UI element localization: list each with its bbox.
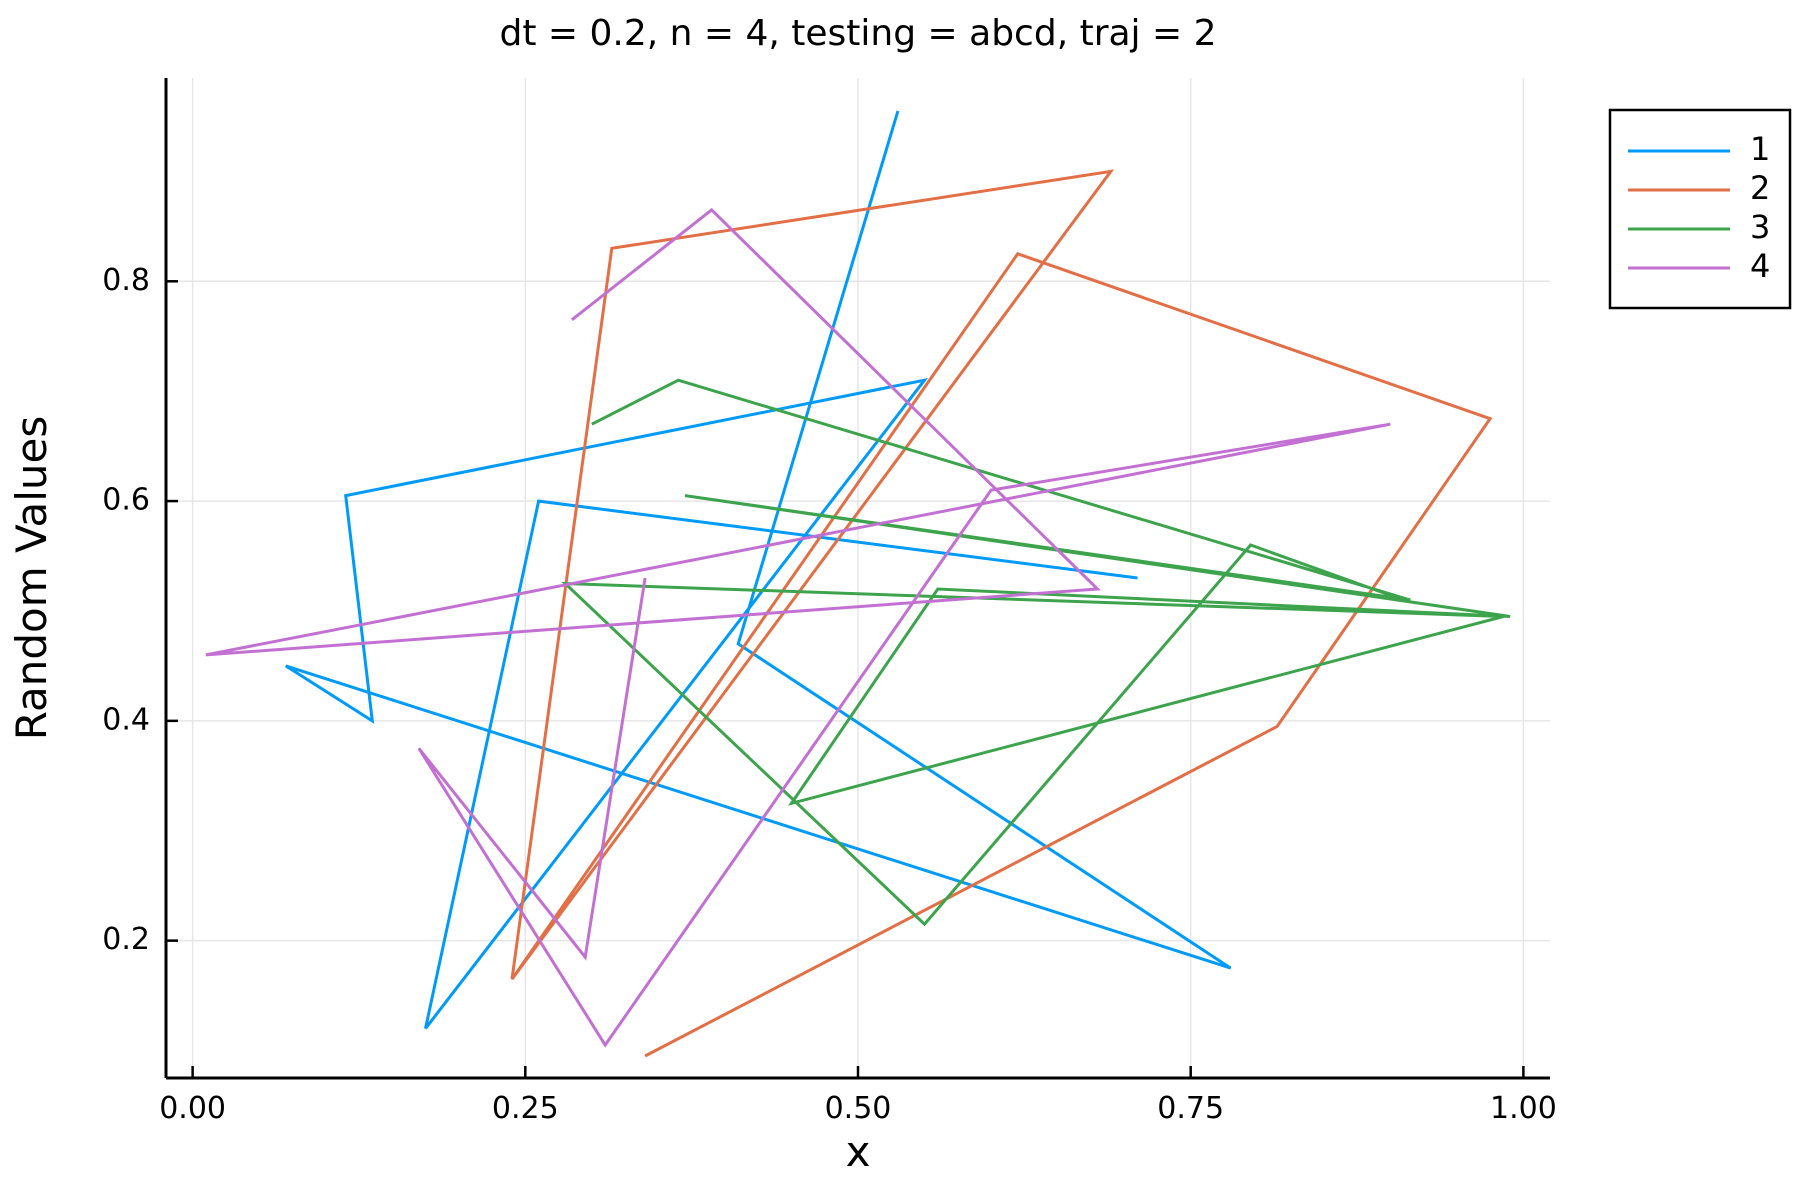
x-tick-label-3: 0.75	[1157, 1091, 1224, 1126]
series-layer	[205, 110, 1511, 1058]
x-tick-label-0: 0.00	[159, 1091, 226, 1126]
legend-label-2: 2	[1750, 169, 1770, 207]
legend-box	[1608, 108, 1792, 310]
series-line-1	[284, 110, 1232, 1030]
legend-label-3: 3	[1750, 208, 1770, 246]
x-tick-label-4: 1.00	[1490, 1091, 1557, 1126]
y-axis-label: Random Values	[7, 416, 56, 740]
y-tick-label-2: 0.6	[102, 483, 150, 518]
y-tick-label-3: 0.8	[102, 263, 150, 298]
series-line-2	[510, 169, 1493, 1058]
x-axis-label: x	[846, 1127, 871, 1176]
legend-label-4: 4	[1750, 247, 1770, 285]
y-tick-label-1: 0.4	[102, 702, 150, 737]
ticks: 0.00 0.25 0.50 0.75 1.00 0.2 0.4 0.6 0.8	[102, 263, 1557, 1126]
chart-title: dt = 0.2, n = 4, testing = abcd, traj = …	[499, 13, 1216, 54]
x-tick-label-2: 0.50	[825, 1091, 892, 1126]
legend-label-1: 1	[1750, 130, 1770, 168]
series-line-3	[561, 378, 1511, 927]
series-line-4	[205, 207, 1391, 1048]
x-tick-label-1: 0.25	[492, 1091, 559, 1126]
y-tick-label-0: 0.2	[102, 922, 150, 957]
